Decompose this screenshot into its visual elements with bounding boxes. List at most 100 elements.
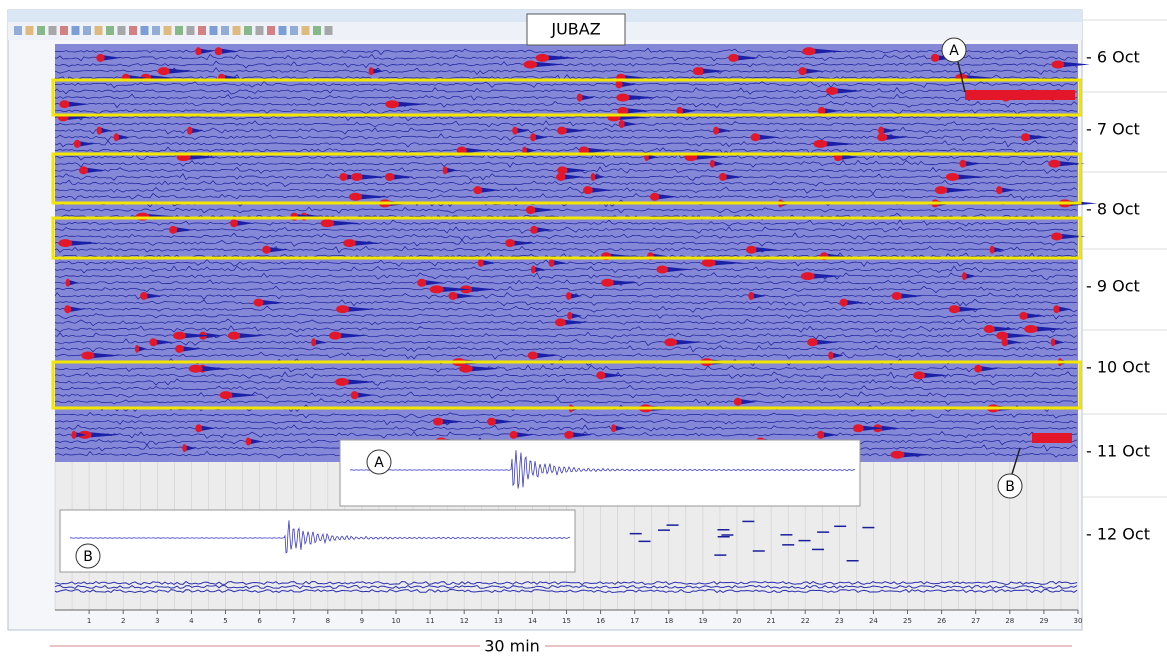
event-tail <box>755 134 780 141</box>
event-tail <box>349 240 382 247</box>
event-tail <box>670 339 703 346</box>
event-tail <box>621 121 637 128</box>
event <box>974 364 983 373</box>
trace <box>55 146 1078 155</box>
event <box>582 186 593 195</box>
event <box>227 331 241 340</box>
inset-label: A <box>374 455 384 471</box>
event-tail <box>491 418 514 425</box>
toolbar-icon <box>83 26 91 35</box>
event <box>530 133 537 142</box>
event-tail <box>179 345 202 352</box>
event <box>1050 338 1056 347</box>
event-tail <box>335 332 367 339</box>
trace <box>54 588 1078 594</box>
event <box>718 172 727 181</box>
event-tail <box>838 154 860 161</box>
event <box>728 53 739 62</box>
trace <box>54 313 1078 320</box>
inset-label: B <box>83 549 93 565</box>
waveform-a <box>349 450 856 489</box>
trace <box>54 305 1078 313</box>
event <box>262 245 271 254</box>
event <box>64 305 72 314</box>
event-tail <box>258 299 284 306</box>
event <box>557 166 568 175</box>
event-tail <box>533 134 548 141</box>
event-tail <box>607 279 640 286</box>
event <box>1048 159 1061 168</box>
toolbar-icon <box>152 26 160 35</box>
trace <box>54 584 1078 590</box>
trace <box>54 412 1078 419</box>
event <box>1053 305 1060 314</box>
event <box>343 239 356 248</box>
toolbar-icon <box>255 26 264 35</box>
event-tail <box>1004 339 1021 346</box>
event-tail <box>198 48 214 55</box>
event-tail <box>708 259 744 266</box>
event-tail <box>896 292 923 299</box>
trace <box>54 232 1078 241</box>
event <box>813 139 828 148</box>
minute-label: 7 <box>291 617 295 625</box>
trace <box>54 245 1078 254</box>
callout <box>997 473 1023 499</box>
date-labels: - 6 Oct - 7 Oct - 8 Oct - 9 Oct - 10 Oct - 11… <box>1082 19 1167 544</box>
date-label: - 10 Oct <box>1086 358 1150 377</box>
event <box>458 364 473 373</box>
event <box>590 172 596 181</box>
event-tail <box>941 187 973 194</box>
event-tail <box>919 372 949 379</box>
event-tail <box>830 352 844 359</box>
trace <box>54 86 1078 95</box>
event-tail <box>183 154 219 161</box>
event <box>368 67 374 76</box>
event-tail <box>514 127 530 134</box>
event-tail <box>592 173 605 180</box>
trace <box>54 239 1078 247</box>
event <box>676 106 683 115</box>
event <box>487 417 497 426</box>
station-box <box>526 13 626 46</box>
trace <box>54 108 1078 115</box>
event <box>219 391 233 400</box>
trace <box>54 226 1078 234</box>
trace <box>54 159 1078 168</box>
highlight-box <box>51 216 1082 260</box>
event-tail <box>466 286 496 293</box>
event <box>523 60 538 69</box>
minute-label: 1 <box>87 617 91 625</box>
event <box>556 126 567 135</box>
minute-label: 17 <box>630 617 639 625</box>
event-tail <box>579 94 595 101</box>
event-tail <box>203 332 224 339</box>
event <box>58 239 73 248</box>
event-tail <box>568 292 583 299</box>
toolbar-icon <box>244 26 252 35</box>
minute-label: 6 <box>257 617 262 625</box>
event-tail <box>562 167 589 174</box>
event-tail <box>1054 160 1085 167</box>
event-tail <box>820 140 856 147</box>
trace <box>54 179 1078 187</box>
event <box>733 397 742 406</box>
event <box>535 53 550 62</box>
event-tail <box>619 81 637 88</box>
toolbar-icon <box>313 26 321 35</box>
waveform-b <box>69 520 571 554</box>
event-tail <box>881 127 897 134</box>
event <box>1024 325 1038 334</box>
event-tail <box>1023 312 1045 319</box>
event-tail <box>116 134 130 141</box>
minute-label: 2 <box>121 617 125 625</box>
station-name: JUBAZ <box>550 20 600 39</box>
event-tail <box>83 167 106 174</box>
toolbar-icon <box>209 26 218 35</box>
toolbar-icon <box>232 26 241 35</box>
event <box>509 430 518 439</box>
minute-label: 27 <box>971 617 980 625</box>
event-tail <box>342 378 377 385</box>
event-tail <box>153 339 174 346</box>
trace <box>54 265 1078 274</box>
